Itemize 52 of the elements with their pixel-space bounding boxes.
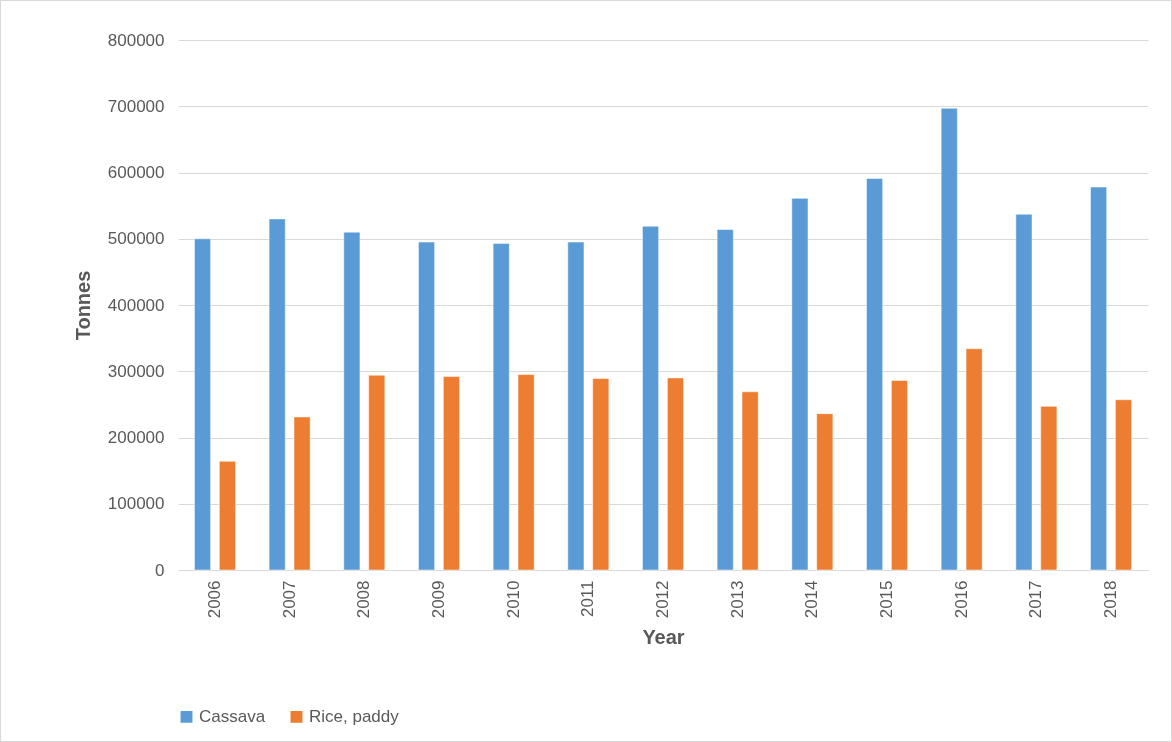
- bar: [219, 461, 236, 571]
- x-tick-label: 2011: [578, 580, 598, 618]
- x-tick-label: 2006: [204, 580, 224, 619]
- bar: [642, 225, 659, 571]
- x-tick-label: 2008: [354, 580, 374, 619]
- x-tick-label: 2015: [877, 580, 897, 619]
- bar: [368, 374, 386, 571]
- bar: [343, 231, 361, 571]
- bar: [418, 241, 435, 571]
- y-tick-label: 300000: [107, 361, 165, 381]
- bar: [791, 198, 809, 571]
- y-axis-title: Tonnes: [71, 270, 94, 341]
- bar: [1015, 213, 1033, 571]
- x-tick-label: 2012: [653, 580, 672, 619]
- y-tick-label: 700000: [107, 96, 165, 116]
- bar: [592, 378, 610, 571]
- bar: [194, 238, 211, 571]
- bar: [716, 229, 734, 571]
- bar: [1115, 399, 1132, 571]
- y-tick-label: 500000: [107, 229, 165, 249]
- y-tick-label: 600000: [107, 163, 165, 182]
- bar: [1040, 406, 1058, 571]
- bar: [891, 380, 908, 571]
- y-tick-label: 100000: [107, 494, 165, 514]
- bar: [1090, 186, 1107, 571]
- x-tick-label: 2014: [802, 580, 822, 619]
- bar: [443, 376, 460, 571]
- y-tick-label: 200000: [107, 428, 165, 447]
- x-tick-label: 2017: [1026, 580, 1046, 619]
- bar: [866, 178, 883, 571]
- bar: [268, 218, 286, 571]
- bar: [492, 243, 510, 571]
- y-tick-label: 0: [155, 560, 165, 580]
- bar: [567, 241, 585, 571]
- bar: [517, 374, 535, 571]
- bar: [965, 348, 983, 571]
- bar: [741, 391, 759, 571]
- x-tick-label: 2009: [428, 580, 448, 619]
- legend-label: Cassava: [199, 706, 266, 726]
- x-tick-label: 2007: [279, 580, 299, 619]
- x-tick-label: 2013: [727, 580, 747, 619]
- bar: [940, 107, 958, 571]
- legend-label: Rice, paddy: [309, 706, 400, 726]
- y-tick-label: 400000: [107, 295, 165, 315]
- x-tick-label: 2016: [951, 580, 971, 619]
- x-axis-title: Year: [642, 626, 685, 649]
- x-tick-label: 2010: [503, 580, 523, 619]
- bar: [816, 413, 834, 571]
- bar: [667, 377, 684, 571]
- bar: [293, 416, 311, 571]
- y-tick-label: 800000: [107, 30, 165, 50]
- x-tick-label: 2018: [1101, 580, 1121, 619]
